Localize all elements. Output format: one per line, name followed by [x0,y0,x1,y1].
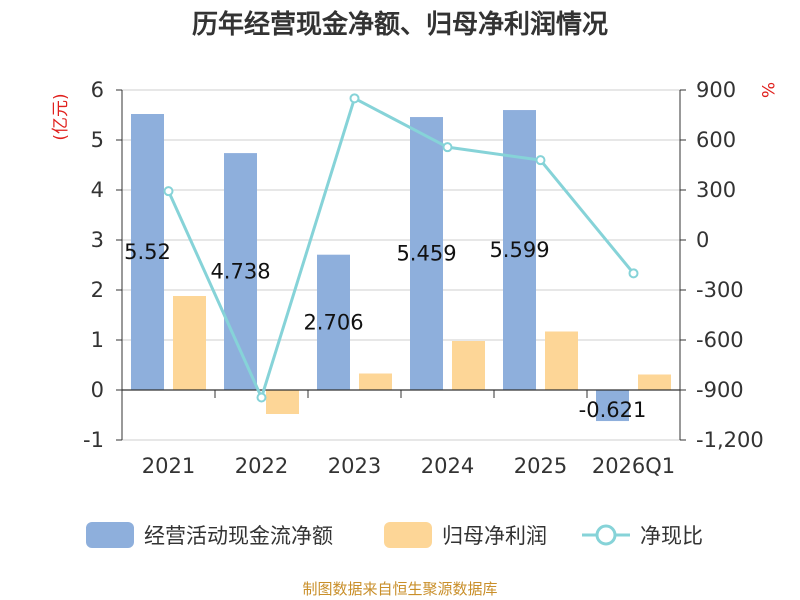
ratio-point-2026Q1 [628,268,639,279]
right-tick-label: -900 [696,378,744,402]
left-axis-unit: (亿元) [51,93,71,140]
legend-swatch-net-profit [384,522,432,548]
right-tick-label: 300 [696,178,736,202]
legend-label-cash-flow: 经营活动现金流净额 [144,524,333,548]
x-tick-label: 2024 [421,454,474,478]
bar-net-profit-2023 [359,373,392,390]
left-tick-label: 2 [91,278,104,302]
ratio-line-path [167,96,635,399]
left-tick-label: 1 [91,328,104,352]
x-tick-label: 2025 [514,454,567,478]
right-axis-ticks: -1,200 -900 -600 -300 0 300 600 900 [680,78,764,452]
bar-label-2025: 5.599 [489,238,549,262]
ratio-line [163,93,639,403]
x-axis-ticks: 2021 2022 2023 2024 2025 2026Q1 [142,454,675,478]
bar-net-profit-2021 [173,296,206,390]
gridlines [122,89,680,441]
legend-swatch-cash-flow [86,522,134,548]
right-tick-label: 600 [696,128,736,152]
x-tick-label: 2023 [328,454,381,478]
footer-source: 制图数据来自恒生聚源数据库 [302,580,497,598]
right-tick-label: 900 [696,78,736,102]
bar-cash-flow-2024 [410,117,443,391]
ratio-point-2024 [442,142,453,153]
left-tick-label: 4 [91,178,104,202]
ratio-point-2021 [163,186,174,197]
ratio-point-2023 [349,93,360,104]
right-tick-label: -1,200 [696,428,764,452]
right-tick-label: -300 [696,278,744,302]
left-axis-ticks: -1 0 1 2 3 4 5 6 [83,78,122,452]
bar-label-2021: 5.52 [124,240,171,264]
ratio-point-2025 [535,155,546,166]
x-tick-label: 2021 [142,454,195,478]
bars [131,110,671,422]
legend-item-ratio[interactable]: 净现比 [582,524,703,548]
bar-cash-flow-2026Q1 [596,390,629,422]
bar-label-2022: 4.738 [210,260,270,284]
legend-item-cash-flow[interactable]: 经营活动现金流净额 [86,522,333,548]
bar-net-profit-2025 [545,331,578,390]
data-labels: 5.52 4.738 2.706 5.459 5.599 -0.621 [124,238,646,422]
legend-swatch-ratio-marker [595,524,617,546]
bar-cash-flow-2021 [131,114,164,390]
left-tick-label: 5 [91,128,104,152]
left-tick-label: 3 [91,228,104,252]
left-tick-label: 0 [91,378,104,402]
right-axis-unit: % [757,82,777,98]
right-tick-label: 0 [696,228,709,252]
bar-label-2024: 5.459 [396,242,456,266]
bar-label-2026Q1: -0.621 [579,398,647,422]
left-tick-label: -1 [83,428,104,452]
right-tick-label: -600 [696,328,744,352]
bar-net-profit-2022 [266,390,299,414]
legend-label-ratio: 净现比 [640,524,703,548]
x-tick-label: 2022 [235,454,288,478]
axes [121,90,681,440]
ratio-point-2022 [256,392,267,403]
bar-label-2023: 2.706 [303,310,363,334]
left-tick-label: 6 [91,78,104,102]
legend: 经营活动现金流净额 归母净利润 净现比 [86,522,703,548]
bar-cash-flow-2023 [317,254,350,390]
legend-label-net-profit: 归母净利润 [442,524,547,548]
x-tick-label: 2026Q1 [592,454,675,478]
legend-item-net-profit[interactable]: 归母净利润 [384,522,547,548]
chart-title: 历年经营现金净额、归母净利润情况 [192,9,608,40]
bar-net-profit-2026Q1 [638,374,671,390]
bar-net-profit-2024 [452,341,485,390]
